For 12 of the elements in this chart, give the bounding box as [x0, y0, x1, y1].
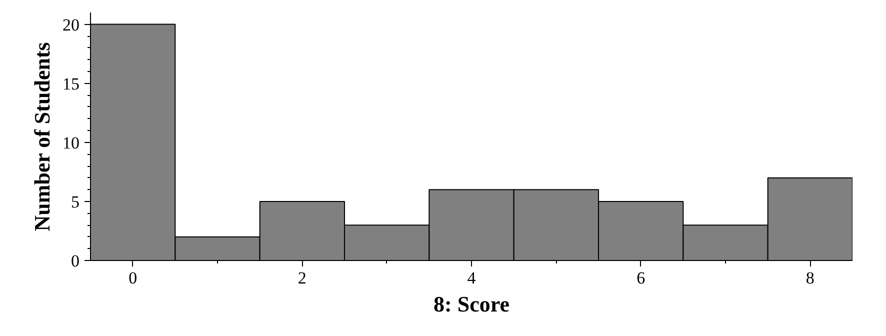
y-tick-label: 0 — [71, 252, 80, 270]
y-tick-label: 10 — [62, 133, 80, 152]
y-tick-label: 15 — [62, 74, 80, 94]
x-tick-label: 0 — [128, 268, 138, 288]
x-axis-title: 8: Score — [434, 292, 510, 316]
x-tick-label: 8 — [806, 268, 814, 288]
y-tick-label: 20 — [62, 15, 80, 34]
x-tick-label: 2 — [298, 268, 306, 288]
x-tick-label: 4 — [467, 268, 476, 288]
x-tick-label: 6 — [636, 268, 646, 288]
y-axis-title: Number of Students — [30, 42, 54, 232]
y-tick-label: 5 — [71, 192, 80, 212]
